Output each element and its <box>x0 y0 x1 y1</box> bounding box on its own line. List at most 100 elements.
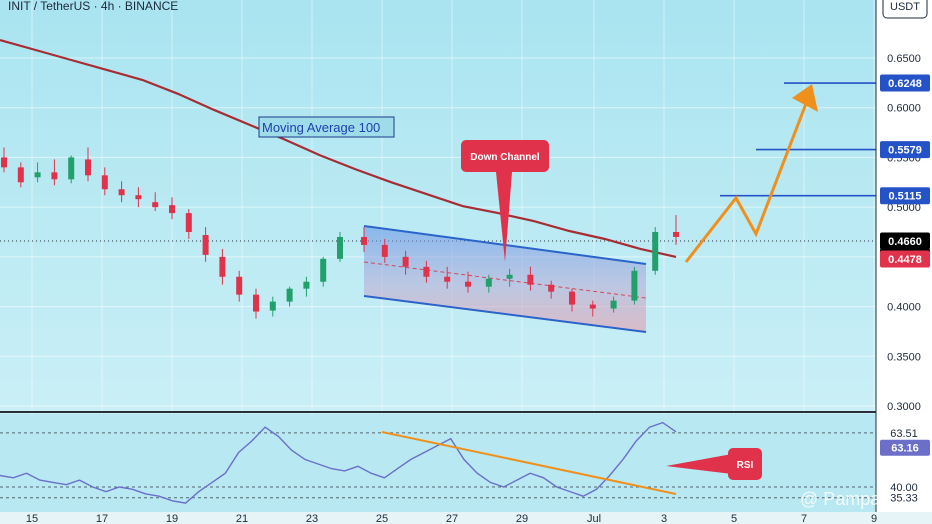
time-tick-label: 7 <box>801 513 807 524</box>
candle <box>423 260 430 283</box>
candle-body <box>202 234 209 255</box>
ma-label-box: Moving Average 100 <box>258 116 395 138</box>
price-tick-label: 0.5000 <box>887 202 921 214</box>
candle <box>444 266 451 289</box>
time-tick-label: 9 <box>871 513 877 524</box>
rsi-line <box>0 421 677 504</box>
price-tag-label: 0.5579 <box>888 145 922 157</box>
candle-body <box>68 157 75 180</box>
candle <box>202 227 209 262</box>
time-tick-label: 27 <box>446 513 458 524</box>
price-tag-current: 0.4660 <box>880 232 930 250</box>
price-tick-label: 0.6000 <box>887 103 921 115</box>
rsi-annotation[interactable]: RSI <box>666 448 762 480</box>
candle-body <box>303 281 310 289</box>
time-tick-label: Jul <box>587 513 601 524</box>
candle <box>101 167 108 196</box>
candle <box>381 238 388 263</box>
candle <box>269 296 276 317</box>
candle <box>17 162 24 188</box>
candle <box>402 250 409 275</box>
candle-body <box>320 258 327 282</box>
candle-body <box>219 256 226 277</box>
candle <box>236 270 243 302</box>
rsi-tick-label: 35.33 <box>890 493 918 505</box>
projection-arrow-head <box>792 84 818 112</box>
candle-body <box>253 294 259 312</box>
candle-body <box>631 270 638 301</box>
candle <box>85 147 91 182</box>
time-tick-label: 21 <box>236 513 248 524</box>
ma-label: Moving Average 100 <box>262 120 380 135</box>
rsi-value-tag: 63.16 <box>880 439 930 456</box>
candle-body <box>118 189 125 196</box>
moving-average-100-line <box>0 39 677 258</box>
candle-body <box>527 274 534 285</box>
time-tick-label: 3 <box>661 513 667 524</box>
candle-body <box>17 167 24 183</box>
watermark: @ Pampa1 <box>800 489 890 509</box>
candle-body <box>444 276 451 282</box>
candle-body <box>85 159 91 176</box>
candle-body <box>610 300 617 309</box>
candle-body <box>51 172 58 180</box>
target-level-lines <box>720 82 876 197</box>
candle <box>673 215 679 245</box>
down-channel-annotation[interactable]: Down Channel <box>461 140 549 262</box>
rsi-tick-label: 40.00 <box>890 482 918 494</box>
price-tag-level: 0.6248 <box>880 74 930 92</box>
time-tick-label: 23 <box>306 513 318 524</box>
candle-body <box>381 244 388 257</box>
candle-body <box>652 232 659 271</box>
time-tick-label: 5 <box>731 513 737 524</box>
candle <box>152 192 159 212</box>
candle-body <box>169 205 175 214</box>
time-axis-background <box>0 512 932 524</box>
candle-body <box>236 276 243 295</box>
candle <box>253 288 259 319</box>
candle <box>51 159 58 186</box>
time-axis-ticks: 15 17 19 21 23 25 27 29 Jul 3 5 7 9 <box>26 513 877 524</box>
candle-body <box>506 274 513 279</box>
time-tick-label: 15 <box>26 513 38 524</box>
candle <box>185 209 192 239</box>
rsi-reference-lines <box>0 432 876 499</box>
candle <box>169 197 175 220</box>
candle <box>219 248 226 285</box>
price-tag-bg <box>880 250 930 268</box>
candle <box>506 268 513 287</box>
time-tick-label: 29 <box>516 513 528 524</box>
price-tag-ma: 0.4478 <box>880 250 930 268</box>
candle <box>118 181 125 203</box>
time-tick-label: 17 <box>96 513 108 524</box>
channel-lower-line <box>363 295 647 333</box>
candle-body <box>152 202 159 208</box>
candle <box>68 155 75 184</box>
price-tick-label: 0.4000 <box>887 302 921 314</box>
candle-body <box>286 288 293 302</box>
chart-title: INIT / TetherUS · 4h · BINANCE <box>8 0 178 13</box>
candle-body <box>337 236 343 259</box>
candle <box>652 227 659 275</box>
rsi-value-tag-label: 63.16 <box>891 443 919 455</box>
rsi-value-tag-bg <box>880 439 930 456</box>
price-tick-label: 0.6500 <box>887 53 921 65</box>
candle-body <box>185 213 192 232</box>
candle-body <box>485 278 492 287</box>
candle-body <box>361 236 367 245</box>
currency-label: USDT <box>890 1 920 13</box>
candle <box>527 266 534 291</box>
price-tag-level: 0.5115 <box>880 187 930 205</box>
candle <box>337 232 343 262</box>
price-tag-bg <box>880 141 930 159</box>
candle-body <box>34 172 41 178</box>
candle-body <box>402 256 409 267</box>
price-tag-label: 0.5115 <box>888 191 921 203</box>
candle-body <box>569 291 575 305</box>
candle-body <box>1 157 7 168</box>
price-tag-level: 0.5579 <box>880 141 930 159</box>
candle <box>569 288 575 312</box>
candle-body <box>269 301 276 311</box>
